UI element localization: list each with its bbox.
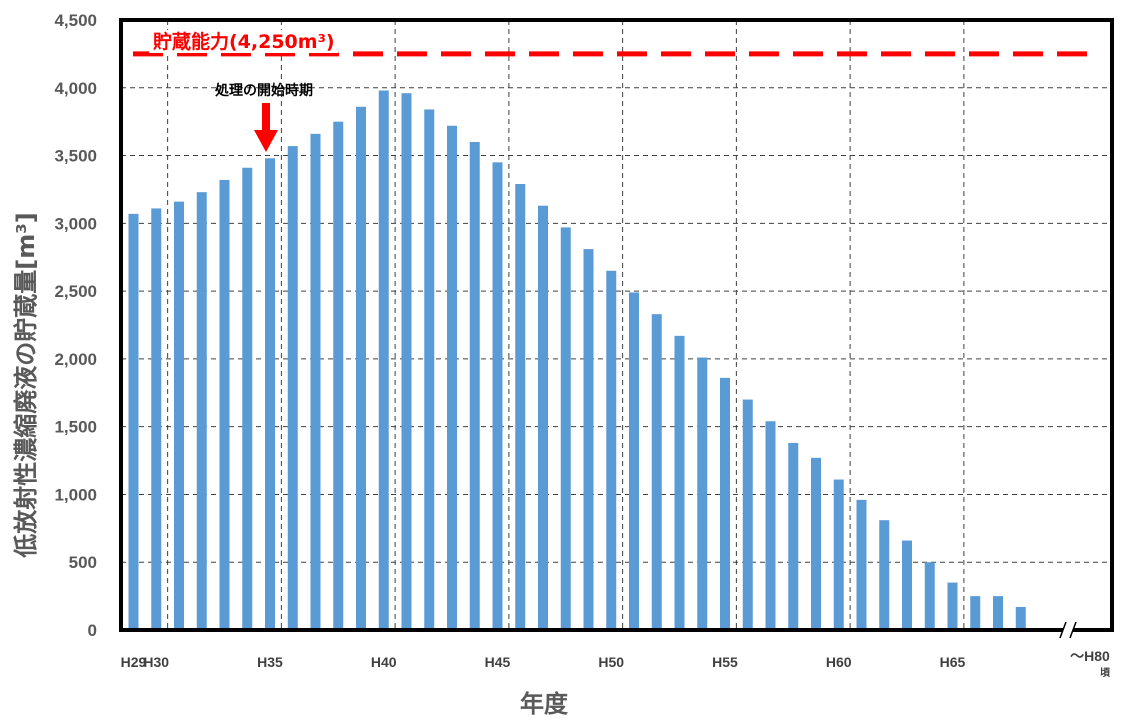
capacity-label: 貯蔵能力(4,250m³) — [153, 30, 335, 53]
bar-H65 — [947, 582, 958, 630]
x-tick-label: H35 — [257, 654, 283, 670]
bar-H57 — [765, 421, 776, 630]
bar-H64 — [924, 562, 935, 630]
bar-H38 — [333, 121, 344, 631]
bar-H67 — [993, 596, 1003, 630]
down-arrow-icon — [254, 103, 278, 152]
bar-H41 — [401, 93, 412, 630]
y-tick-label: 2,500 — [54, 282, 97, 301]
axis-break-slash — [1059, 621, 1067, 639]
bar-H52 — [651, 314, 662, 630]
y-tick-label: 2,000 — [54, 350, 97, 369]
bar-H40 — [378, 90, 389, 630]
x-tick-label: H55 — [712, 654, 738, 670]
bars — [128, 90, 1026, 631]
bar-H66 — [970, 596, 981, 630]
y-tick-label: 500 — [69, 553, 97, 572]
bar-H53 — [674, 335, 685, 630]
bar-H46 — [515, 184, 526, 630]
bar-H49 — [583, 249, 594, 631]
x-tick-label: H30 — [143, 654, 169, 670]
bar-H32 — [196, 192, 207, 630]
x-tick-label: H60 — [826, 654, 852, 670]
bar-H37 — [310, 133, 321, 630]
y-tick-label: 1,500 — [54, 418, 97, 437]
bar-H43 — [447, 125, 457, 630]
bar-H60 — [833, 479, 844, 630]
y-tick-label: 1,000 — [54, 485, 97, 504]
x-end-label: ～H80 — [1070, 648, 1110, 664]
x-end-note: 頃 — [1100, 666, 1111, 679]
bar-H34 — [242, 167, 253, 630]
x-tick-label: H29 — [121, 654, 147, 670]
x-tick-label: H50 — [598, 654, 624, 670]
capacity-label-background — [149, 30, 339, 53]
y-tick-label: 0 — [88, 621, 97, 640]
bar-H62 — [879, 520, 890, 630]
x-tick-label: H45 — [485, 654, 511, 670]
annotation-label: 処理の開始時期 — [214, 82, 313, 99]
bar-H51 — [629, 292, 639, 630]
bar-H63 — [902, 540, 912, 630]
bar-H61 — [856, 499, 867, 630]
bar-H39 — [356, 106, 366, 630]
axis-break-gap — [1063, 624, 1073, 636]
y-tick-label: 3,500 — [54, 147, 97, 166]
bar-H47 — [538, 205, 548, 630]
x-tick-label: H65 — [940, 654, 966, 670]
bar-H50 — [606, 270, 617, 630]
gridlines — [121, 20, 1112, 630]
bar-H29 — [128, 213, 139, 630]
y-tick-label: 4,500 — [54, 11, 97, 30]
y-axis-unit: [m³] — [12, 212, 40, 269]
bar-H59 — [811, 457, 821, 630]
y-tick-label: 3,000 — [54, 214, 97, 233]
x-tick-label: H40 — [371, 654, 397, 670]
axis-break-slash — [1069, 621, 1077, 639]
bar-H33 — [219, 179, 230, 630]
bar-H31 — [174, 201, 184, 630]
bar-H45 — [492, 162, 503, 631]
y-tick-label: 4,000 — [54, 79, 97, 98]
bar-H58 — [788, 442, 799, 630]
bar-H36 — [287, 146, 298, 631]
bar-H48 — [560, 227, 571, 630]
bar-H35 — [265, 158, 275, 630]
bar-H56 — [742, 399, 753, 630]
y-tick-labels: 0 500 1,000 1,500 2,000 2,500 3,000 3,500 4,000 4… — [54, 11, 97, 640]
x-axis-break-mark — [1059, 621, 1077, 639]
bar-H55 — [720, 377, 730, 630]
bar-H68 — [1015, 606, 1026, 630]
x-axis-title: 年度 — [520, 690, 569, 718]
bar-H30 — [151, 208, 162, 630]
y-axis-title: 低放射性濃縮廃液の貯蔵量[m³] — [12, 212, 40, 558]
bar-H42 — [424, 109, 435, 630]
y-axis-title-text: 低放射性濃縮廃液の貯蔵量 — [12, 270, 40, 559]
bar-H44 — [469, 142, 480, 630]
bar-H54 — [697, 357, 708, 630]
